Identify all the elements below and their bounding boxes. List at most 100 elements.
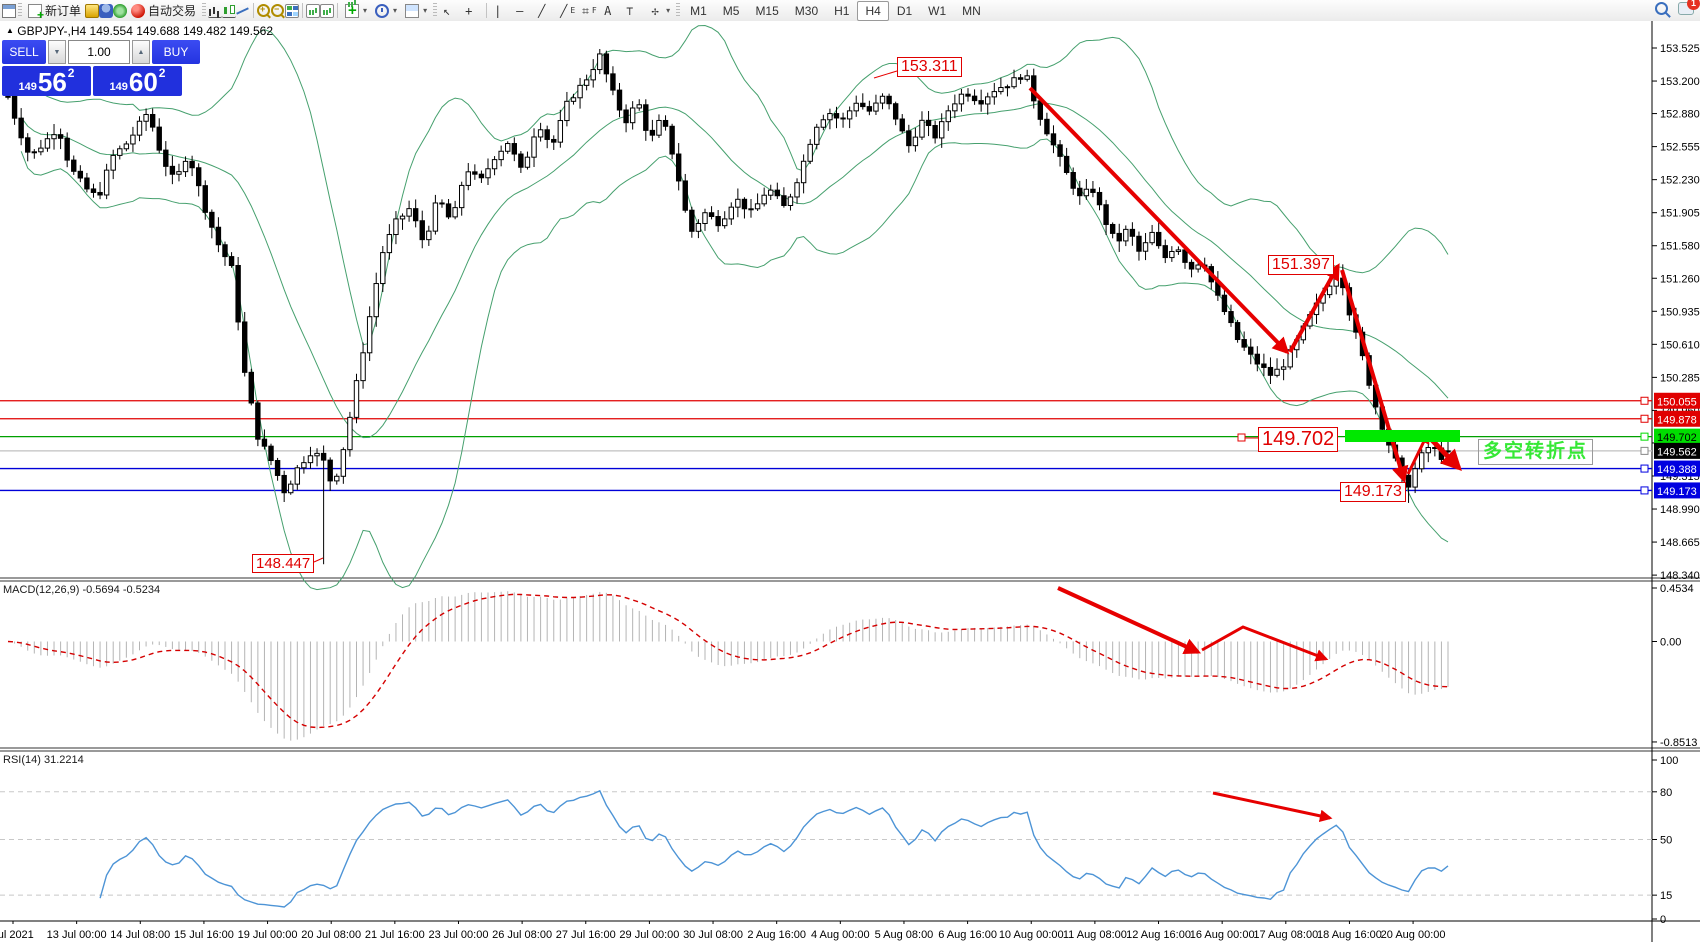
candle[interactable] bbox=[1188, 261, 1195, 270]
horizontal-line-icon[interactable]: — bbox=[516, 3, 524, 18]
candle[interactable] bbox=[169, 165, 176, 175]
candle[interactable] bbox=[366, 316, 373, 354]
candle[interactable] bbox=[583, 79, 590, 86]
trend-arrow[interactable] bbox=[1201, 625, 1329, 662]
candle[interactable] bbox=[623, 109, 629, 124]
price-badge[interactable] bbox=[1654, 460, 1700, 477]
candle[interactable] bbox=[1024, 75, 1030, 80]
candle[interactable] bbox=[143, 113, 149, 122]
volume-increase-button[interactable]: ▲ bbox=[132, 40, 150, 64]
candle[interactable] bbox=[1123, 228, 1129, 242]
candle[interactable] bbox=[741, 198, 748, 210]
candle[interactable] bbox=[18, 117, 24, 139]
trendline-icon[interactable]: ╱ bbox=[538, 3, 546, 18]
candle[interactable] bbox=[728, 206, 734, 220]
candle[interactable] bbox=[1418, 452, 1425, 470]
candle[interactable] bbox=[1155, 231, 1162, 247]
text-icon[interactable]: A bbox=[604, 3, 612, 18]
turning-point-note[interactable]: 多空转折点 bbox=[1478, 439, 1594, 465]
indicator-window-alt-icon[interactable] bbox=[320, 3, 335, 18]
candle[interactable] bbox=[51, 134, 57, 140]
candle[interactable] bbox=[794, 182, 800, 198]
price-badge[interactable] bbox=[1654, 392, 1700, 409]
candle[interactable] bbox=[1221, 294, 1228, 313]
candle[interactable] bbox=[814, 126, 820, 145]
candle[interactable] bbox=[978, 100, 984, 105]
candle[interactable] bbox=[1175, 249, 1182, 252]
price-annotation[interactable]: 149.173 bbox=[1340, 482, 1406, 503]
candle[interactable] bbox=[912, 136, 919, 147]
cursor-icon[interactable]: ↖ bbox=[443, 3, 451, 18]
market-watch-icon[interactable] bbox=[99, 3, 114, 18]
price-badge[interactable] bbox=[1654, 428, 1700, 445]
candle[interactable] bbox=[1169, 250, 1175, 259]
candle[interactable] bbox=[945, 110, 951, 123]
candle[interactable] bbox=[590, 69, 596, 81]
candle[interactable] bbox=[31, 151, 38, 154]
candle[interactable] bbox=[873, 102, 879, 112]
chart-window-icon[interactable] bbox=[2, 3, 16, 18]
bar-chart-icon[interactable] bbox=[208, 4, 223, 18]
trend-arrow[interactable] bbox=[1340, 269, 1409, 484]
price-badge[interactable] bbox=[1654, 482, 1700, 499]
candle[interactable] bbox=[781, 195, 787, 206]
line-drag-square[interactable] bbox=[1640, 446, 1649, 455]
candle[interactable] bbox=[71, 159, 77, 172]
price-annotation[interactable]: 149.702 bbox=[1258, 427, 1339, 452]
candle[interactable] bbox=[412, 208, 419, 222]
candle[interactable] bbox=[281, 474, 287, 494]
candle[interactable] bbox=[544, 129, 550, 140]
candle[interactable] bbox=[662, 119, 669, 127]
candle[interactable] bbox=[215, 226, 222, 246]
new-order-button[interactable]: 新订单 bbox=[24, 1, 85, 22]
candle[interactable] bbox=[689, 209, 695, 232]
candle[interactable] bbox=[11, 95, 18, 119]
candle[interactable] bbox=[491, 159, 498, 170]
candle[interactable] bbox=[761, 194, 767, 205]
shapes-dropdown[interactable]: ✢ ▾ bbox=[644, 1, 674, 20]
candlestick-chart-icon[interactable] bbox=[222, 4, 237, 18]
zoom-out-icon[interactable]: − bbox=[271, 3, 285, 18]
candle[interactable] bbox=[669, 125, 675, 155]
add-indicator-dropdown[interactable]: ▾ bbox=[341, 1, 371, 20]
candle[interactable] bbox=[1103, 204, 1109, 225]
candle[interactable] bbox=[1050, 133, 1057, 146]
candle[interactable] bbox=[715, 215, 721, 227]
trend-arrow[interactable] bbox=[1028, 86, 1290, 355]
candle[interactable] bbox=[1195, 264, 1201, 270]
candle[interactable] bbox=[393, 218, 399, 236]
candle[interactable] bbox=[938, 121, 945, 139]
candle[interactable] bbox=[846, 110, 853, 120]
candle[interactable] bbox=[577, 84, 583, 99]
candle[interactable] bbox=[853, 102, 859, 112]
candle[interactable] bbox=[130, 134, 136, 145]
candle[interactable] bbox=[925, 119, 932, 127]
candle[interactable] bbox=[1280, 366, 1287, 370]
candle[interactable] bbox=[84, 177, 90, 190]
timeframe-D1[interactable]: D1 bbox=[896, 3, 913, 18]
chart-area[interactable]: 153.525 153.200 152.880 152.555 152.230 151.9… bbox=[0, 21, 1700, 942]
buy-button[interactable]: BUY bbox=[152, 40, 200, 64]
candle[interactable] bbox=[1070, 171, 1076, 189]
candle[interactable] bbox=[899, 118, 905, 132]
candle[interactable] bbox=[505, 143, 511, 152]
candle[interactable] bbox=[472, 171, 478, 175]
tile-windows-icon[interactable] bbox=[285, 3, 300, 18]
template-dropdown[interactable]: ▾ bbox=[401, 1, 431, 20]
candle[interactable] bbox=[347, 416, 353, 451]
candle[interactable] bbox=[327, 459, 333, 482]
candle[interactable] bbox=[110, 154, 116, 171]
candle[interactable] bbox=[1254, 353, 1261, 365]
candle[interactable] bbox=[248, 371, 254, 404]
candle[interactable] bbox=[610, 73, 616, 91]
trend-arrow[interactable] bbox=[1288, 263, 1340, 353]
volume-input[interactable]: 1.00 bbox=[68, 40, 130, 64]
candle[interactable] bbox=[787, 196, 794, 206]
candle[interactable] bbox=[103, 169, 110, 196]
period-dropdown[interactable]: ▾ bbox=[371, 1, 401, 20]
trend-arrow[interactable] bbox=[313, 557, 324, 563]
candle[interactable] bbox=[531, 136, 537, 158]
candle[interactable] bbox=[294, 467, 301, 485]
candle[interactable] bbox=[971, 95, 978, 102]
timeframe-M30[interactable]: M30 bbox=[794, 3, 819, 18]
